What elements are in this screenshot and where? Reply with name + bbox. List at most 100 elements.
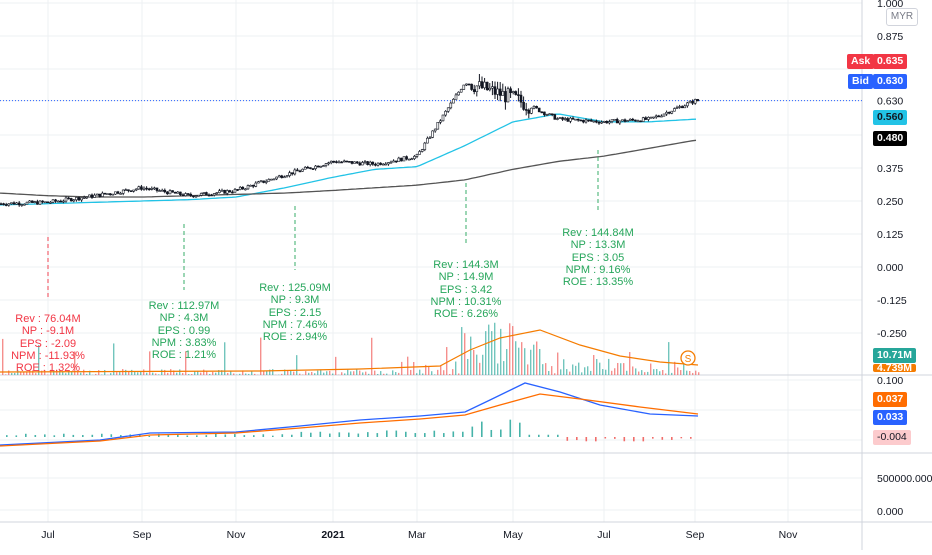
volume-bar [485,331,486,375]
macd-histogram-bar [681,437,683,438]
volume-bar [335,357,336,375]
volume-bar [641,370,642,375]
candle-body [263,181,265,183]
candle-body [624,120,626,122]
candle-body [608,122,610,123]
macd-tick-label: 0.100 [877,375,903,387]
volume-bar [569,372,570,375]
volume-bar [182,373,183,375]
volume-bar [329,371,330,375]
volume-bar [446,347,447,375]
candle-body [460,89,462,92]
annotation-line: EPS : 2.15 [247,307,343,319]
volume-bar [137,372,138,375]
candle-body [356,162,358,163]
volume-bar [581,372,582,375]
candle-body [502,91,504,95]
macd-histogram-bar [415,433,417,437]
volume-bar [422,373,423,375]
candle-body [382,164,384,165]
macd-histogram-bar [111,434,113,437]
candle-body [205,192,207,194]
volume-bar [296,355,297,375]
candle-body [380,163,382,164]
candle-body [278,176,280,177]
candle-body [91,195,93,198]
candle-body [247,186,249,189]
candle-body [338,162,340,163]
candle-body [538,108,540,112]
candle-body [481,82,483,88]
candle-body [666,112,668,114]
macd-histogram-bar [519,423,521,437]
candle-body [426,138,428,143]
macd-histogram-bar [196,435,198,437]
candle-body [198,195,200,196]
macd-histogram-bar [453,431,455,437]
candle-body [369,162,371,165]
lower-tick-label: 0.000 [877,506,903,518]
volume-bar [215,373,216,375]
volume-bar [131,370,132,375]
volume-bar [557,353,558,375]
candle-body [3,204,5,205]
candle-body [569,118,571,121]
macd-histogram-bar [481,422,483,437]
volume-bar [689,371,690,375]
volume-ma-badge: 4.739M [873,364,916,372]
candle-body [541,112,543,113]
candle-body [161,190,163,191]
volume-bar [464,333,465,375]
macd-histogram-bar [282,434,284,437]
candle-body [16,203,18,204]
volume-bar [647,372,648,375]
volume-bar [572,364,573,375]
volume-bar [533,345,534,375]
macd-histogram-bar [386,430,388,437]
volume-bar [608,359,609,375]
volume-bar [290,371,291,375]
candle-body [494,87,496,95]
annotation-line: NP : 13.3M [550,239,646,251]
candle-body [153,188,155,189]
volume-bar [467,359,468,375]
macd-histogram-bar [263,434,265,437]
candle-body [554,115,556,120]
volume-bar [491,331,492,375]
candle-body [395,161,397,162]
candle-body [390,162,392,163]
candle-body [450,103,452,108]
candle-body [647,117,649,119]
volume-bar [554,373,555,375]
candle-body [517,95,519,96]
volume-bar [200,373,201,375]
macd-histogram-bar [472,427,474,437]
macd-histogram-bar [500,430,502,437]
candle-body [497,89,499,94]
candle-body [486,82,488,90]
annotation-line: Rev : 144.84M [550,227,646,239]
annotation-line: Rev : 125.09M [247,282,343,294]
macd-histogram-bar [396,431,398,437]
volume-bar [473,350,474,375]
candle-body [588,120,590,121]
ma-slow-line [0,140,696,197]
candle-body [328,163,330,164]
volume-bar [164,370,165,375]
volume-bar [614,368,615,375]
volume-bar [560,369,561,375]
candle-body [117,192,119,194]
candle-body [629,119,631,120]
candle-body [135,189,137,190]
x-axis-label: Sep [133,529,152,541]
volume-bar [551,366,552,375]
candle-body [94,195,96,197]
candle-body [172,191,174,193]
candle-body [276,177,278,179]
candle-body [68,198,70,199]
volume-bar [539,349,540,375]
ask-label: Ask [847,54,874,69]
currency-label[interactable]: MYR [886,8,918,26]
candle-body [252,185,254,186]
